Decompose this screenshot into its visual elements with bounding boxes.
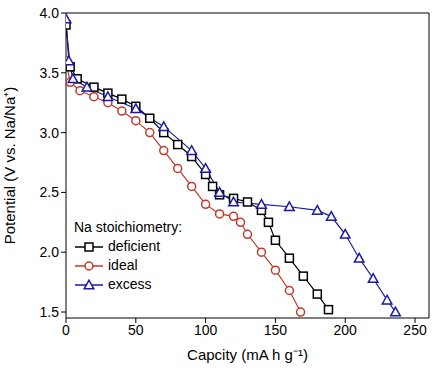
svg-text:50: 50 (128, 322, 144, 338)
svg-text:1.5: 1.5 (40, 304, 60, 320)
svg-text:2.5: 2.5 (40, 184, 60, 200)
svg-text:200: 200 (334, 322, 358, 338)
svg-text:100: 100 (194, 322, 218, 338)
svg-text:3.5: 3.5 (40, 65, 60, 81)
svg-text:0: 0 (62, 322, 70, 338)
html-text:Na stoichiometry:: Na stoichiometry: (74, 219, 183, 235)
svg-text:3.0: 3.0 (40, 125, 60, 141)
svg-text:2.0: 2.0 (40, 244, 60, 260)
html-text:deficient: deficient (108, 238, 161, 254)
svg-text:150: 150 (264, 322, 288, 338)
svg-text:4.0: 4.0 (40, 5, 60, 21)
svg-text:250: 250 (403, 322, 427, 338)
svg-text:Capcity (mA h g⁻¹): Capcity (mA h g⁻¹) (187, 346, 308, 363)
html-text:ideal: ideal (108, 257, 138, 273)
svg-text:Potential (V vs. Na/Na⁺): Potential (V vs. Na/Na⁺) (1, 87, 18, 245)
html-text:excess: excess (108, 276, 152, 292)
